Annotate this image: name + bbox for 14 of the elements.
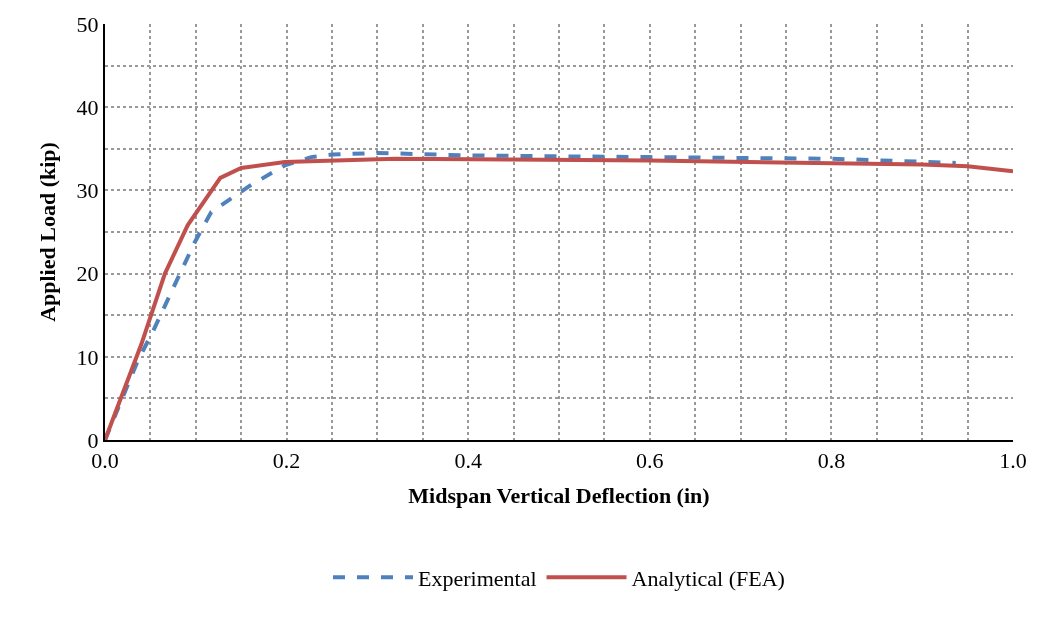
- x-axis-title: Midspan Vertical Deflection (in): [408, 482, 710, 508]
- y-tick-label: 10: [76, 344, 99, 370]
- x-tick-label: 0.8: [817, 448, 846, 474]
- y-tick-label: 20: [76, 261, 99, 287]
- y-axis-title: Applied Load (kip): [34, 142, 60, 322]
- y-tick-label: 40: [76, 94, 99, 120]
- x-tick-label: 0.2: [272, 448, 301, 474]
- y-tick-label: 50: [76, 11, 99, 37]
- x-tick-label: 1.0: [999, 448, 1027, 474]
- legend-label: Experimental: [418, 565, 537, 591]
- legend-label: Analytical (FEA): [631, 565, 785, 591]
- x-tick-label: 0.4: [454, 448, 482, 474]
- y-tick-label: 30: [76, 178, 99, 204]
- x-tick-label: 0.6: [636, 448, 664, 474]
